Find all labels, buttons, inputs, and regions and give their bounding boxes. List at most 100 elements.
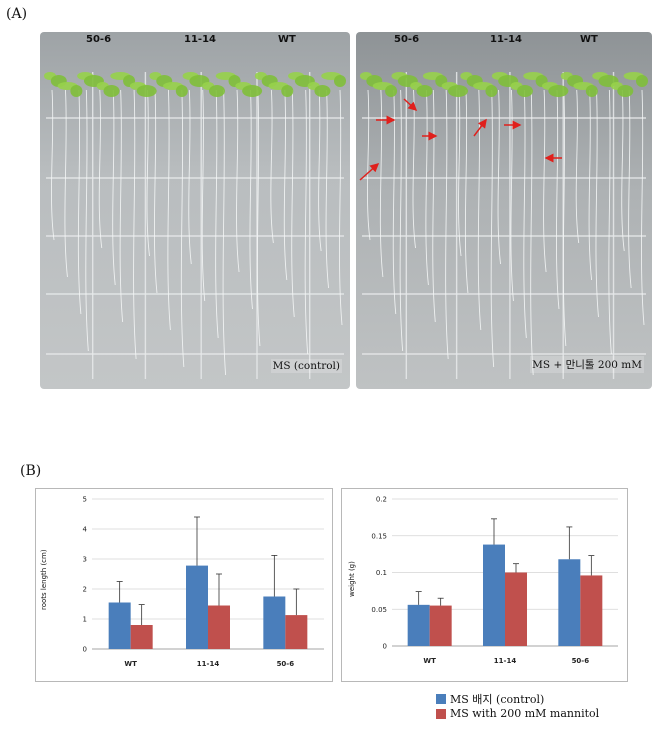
seedling-leaf: [208, 85, 225, 97]
seedling-root: [458, 89, 462, 257]
seedling-root: [497, 89, 502, 265]
mannitol-plate-drawing: [359, 72, 648, 379]
x-tick-label: 11-14: [197, 660, 220, 668]
seedling-root: [575, 89, 580, 244]
seedling-root: [523, 89, 527, 339]
seedling-leaf: [314, 85, 331, 97]
bar: [108, 602, 131, 649]
seedling-root: [146, 89, 150, 257]
legend-label: MS 배지 (control): [450, 692, 545, 706]
seedling-root: [621, 89, 625, 252]
seedling-root: [256, 89, 261, 347]
seedling-root: [339, 89, 343, 326]
y-tick-label: 4: [83, 526, 88, 534]
seedling-root: [180, 89, 185, 368]
y-tick-label: 0.1: [376, 569, 387, 577]
legend-label: MS with 200 mM mannitol: [450, 707, 600, 720]
seedling-root: [85, 89, 89, 352]
seedling-root: [201, 89, 206, 302]
bar: [130, 625, 153, 649]
weight-chart-plot: 0 0.05 0.1 0.15 0.2 WT 11-14 50-6: [371, 496, 618, 665]
bar: [558, 559, 581, 646]
seedling-root: [64, 89, 68, 278]
seedling-leaf: [103, 85, 120, 97]
seedling-root: [112, 89, 116, 286]
x-tick-label: 11-14: [494, 657, 517, 665]
red-arrow: [473, 118, 487, 137]
seedling-root: [543, 89, 547, 273]
seedling-leaf: [334, 75, 346, 87]
y-axis-label: roots length (cm): [40, 549, 48, 610]
bar: [263, 596, 286, 649]
y-tick-label: 0: [83, 646, 87, 654]
bar: [483, 544, 505, 646]
seedling-root: [51, 89, 55, 241]
seedling-root: [588, 89, 593, 281]
plate-line-label-11-14: 11-14: [184, 34, 216, 45]
seedling-root: [236, 89, 240, 273]
mannitol-plate-photo: 50-6 11-14 WT MS + 만니톨 200 mM: [356, 32, 652, 389]
panel-b-label: (B): [20, 463, 42, 479]
seedling-root: [270, 89, 274, 244]
bar: [186, 565, 208, 649]
seedling-root: [325, 89, 330, 289]
seedling-leaf: [281, 85, 294, 97]
seedling-root: [318, 89, 322, 252]
seedling-root: [530, 89, 534, 376]
seedling-root: [399, 89, 404, 352]
plate-line-label-11-14: 11-14: [490, 34, 522, 45]
bar: [208, 605, 230, 649]
seedling-root: [98, 89, 103, 249]
seedling-root: [283, 89, 288, 281]
legend-item: MS with 200 mM mannitol: [436, 706, 599, 721]
plate-line-label-wt: WT: [278, 34, 296, 45]
seedling-root: [562, 89, 567, 347]
x-tick-label: 50-6: [277, 660, 295, 668]
x-tick-label: WT: [423, 657, 436, 665]
x-tick-label: WT: [124, 660, 137, 668]
seedling-root: [392, 89, 397, 315]
bar: [407, 604, 430, 646]
y-tick-label: 0.2: [376, 496, 387, 504]
seedling-root: [425, 89, 429, 286]
plate-line-label-50-6: 50-6: [394, 34, 420, 45]
plate-line-label-wt: WT: [580, 34, 598, 45]
seedling-leaf: [585, 85, 598, 97]
control-plate-photo: 50-6 11-14 WT MS (control): [40, 32, 350, 389]
seedling-root: [249, 89, 253, 310]
seedling-root: [153, 89, 158, 294]
seedling-leaf: [242, 85, 263, 97]
seedling-root: [510, 89, 514, 302]
seedling-root: [412, 89, 416, 249]
seedling-leaf: [636, 75, 648, 87]
seedling-root: [367, 89, 371, 241]
seedling-leaf: [448, 85, 468, 97]
legend-item: MS 배지 (control): [436, 691, 599, 706]
legend-swatch-control: [436, 693, 446, 704]
y-tick-label: 5: [83, 496, 87, 504]
seedling-root: [490, 89, 495, 368]
control-plate-drawing: [44, 72, 346, 379]
seedling-root: [595, 89, 599, 318]
seedling-root: [464, 89, 469, 294]
y-tick-label: 3: [83, 556, 87, 564]
weight-chart: 0 0.05 0.1 0.15 0.2 WT 11-14 50-6 weight (g): [341, 488, 628, 682]
y-tick-label: 2: [83, 586, 87, 594]
seedling-root: [432, 89, 436, 323]
seedling-root: [304, 89, 309, 355]
seedling-root: [291, 89, 295, 318]
seedling-root: [222, 89, 227, 376]
red-arrow: [359, 163, 380, 181]
seedling-leaf: [175, 85, 188, 97]
seedling-root: [133, 89, 137, 360]
seedling-root: [555, 89, 560, 310]
seedling-root: [608, 89, 612, 355]
seedling-root: [188, 89, 192, 265]
bar: [505, 572, 527, 646]
red-arrow: [403, 98, 418, 112]
seedling-leaf: [136, 85, 157, 97]
x-tick-label: 50-6: [572, 657, 590, 665]
plate-line-label-50-6: 50-6: [86, 34, 112, 45]
y-tick-label: 0: [383, 643, 387, 651]
seedling-leaf: [548, 85, 569, 97]
